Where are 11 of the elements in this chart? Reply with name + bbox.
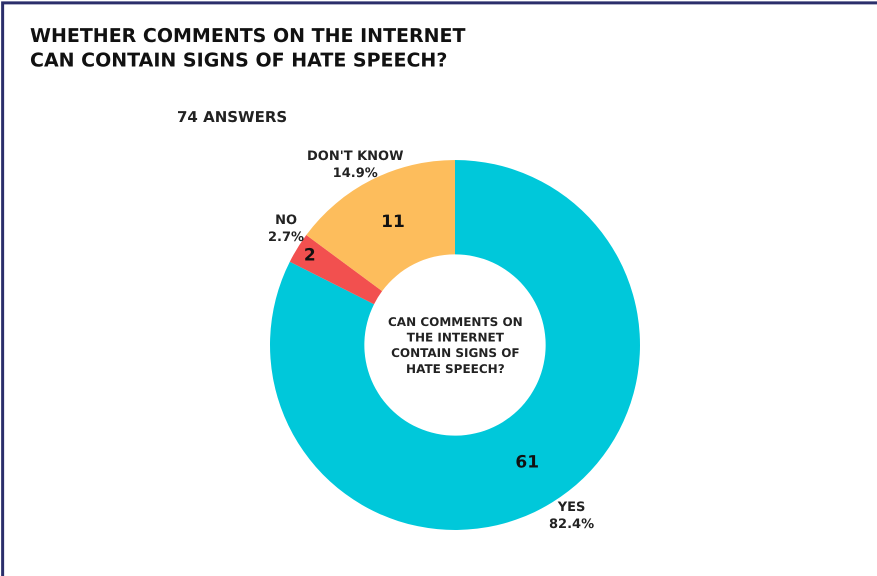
data-label: 11 [381,212,405,232]
chart-title: WHETHER COMMENTS ON THE INTERNET CAN CONTAIN SIGNS OF HATE SPEECH? [30,25,466,72]
data-label: 2 [304,246,316,266]
text: CAN COMMENTS ON THE INTERNET CONTAIN SIGNS OF HATE SPEECH? [388,315,523,376]
data-label: 61 [515,452,540,472]
slice-label: NO 2.7% [268,213,304,245]
slice-label: DON'T KNOW 14.9% [307,149,404,181]
slice-label: YES 82.4% [549,500,594,532]
donut-slice [306,160,455,292]
chart-subtitle: 74 ANSWERS [177,108,288,126]
donut-slice [270,160,640,530]
